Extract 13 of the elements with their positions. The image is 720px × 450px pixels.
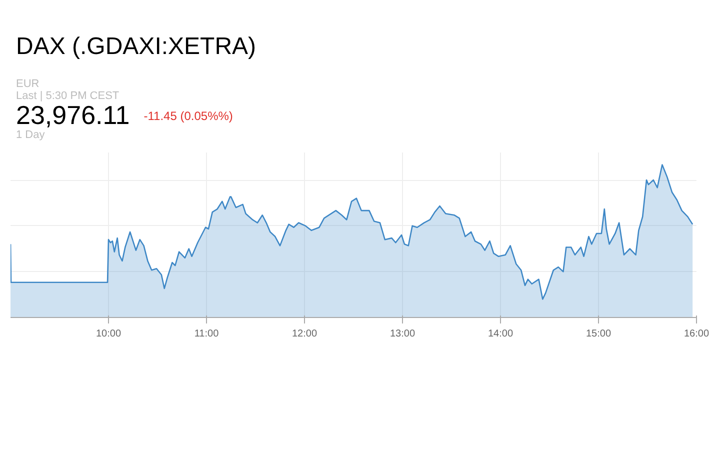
text: 1 Day (16, 129, 46, 142)
x-tick-label: 10:00 (96, 328, 122, 340)
x-tick-label: 15:00 (586, 328, 612, 340)
x-tick-label: 12:00 (292, 328, 318, 340)
chart-title: DAX (.GDAXI:XETRA) (16, 32, 256, 62)
text: 23,976.11 (16, 100, 130, 130)
x-tick-label: 14:00 (488, 328, 514, 340)
text: Last | 5:30 PM CEST (16, 90, 120, 102)
text: EUR (16, 78, 40, 90)
x-tick-label: 16:00 (684, 328, 710, 340)
x-tick-label: 13:00 (390, 328, 416, 340)
x-tick-label: 11:00 (194, 328, 220, 340)
text: -11.45 (0.05%%) (144, 109, 233, 124)
